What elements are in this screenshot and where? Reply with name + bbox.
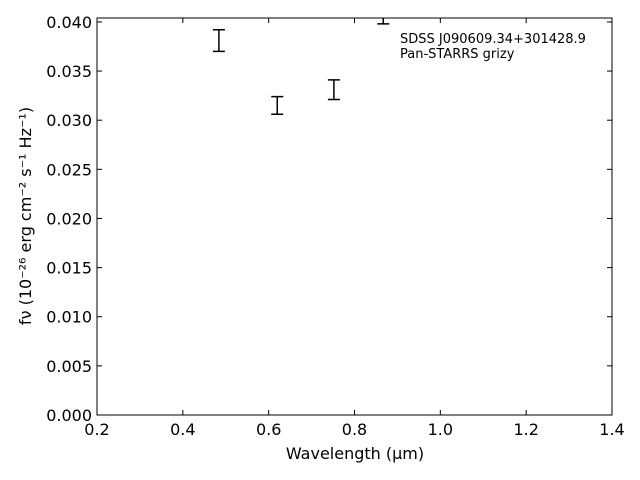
x-tick-label: 0.8 xyxy=(342,420,367,439)
annotation: Pan-STARRS grizy xyxy=(400,47,515,62)
error-bar xyxy=(271,95,284,116)
annotation: SDSS J090609.34+301428.9 xyxy=(400,32,586,47)
x-tick-label: 0.2 xyxy=(84,420,109,439)
x-tick-label: 0.4 xyxy=(170,420,195,439)
y-tick-label: 0.005 xyxy=(46,357,92,376)
x-tick-label: 1.0 xyxy=(428,420,453,439)
y-tick-label: 0.040 xyxy=(46,13,92,32)
error-bar xyxy=(377,18,390,25)
y-tick-label: 0.015 xyxy=(46,259,92,278)
x-tick-label: 0.6 xyxy=(256,420,281,439)
plot-frame xyxy=(96,17,613,416)
y-axis-label: fν (10⁻²⁶ erg cm⁻² s⁻¹ Hz⁻¹) xyxy=(16,107,35,325)
y-tick-label: 0.030 xyxy=(46,111,92,130)
y-tick-label: 0.000 xyxy=(46,406,92,425)
plot-area xyxy=(212,18,390,116)
y-tick-label: 0.035 xyxy=(46,62,92,81)
error-bar xyxy=(212,29,225,53)
error-bar xyxy=(327,79,340,101)
y-tick-label: 0.010 xyxy=(46,308,92,327)
x-axis-label: Wavelength (μm) xyxy=(286,444,424,463)
y-tick-label: 0.025 xyxy=(46,160,92,179)
x-tick-label: 1.2 xyxy=(513,420,538,439)
y-tick-label: 0.020 xyxy=(46,209,92,228)
x-tick-label: 1.4 xyxy=(599,420,624,439)
